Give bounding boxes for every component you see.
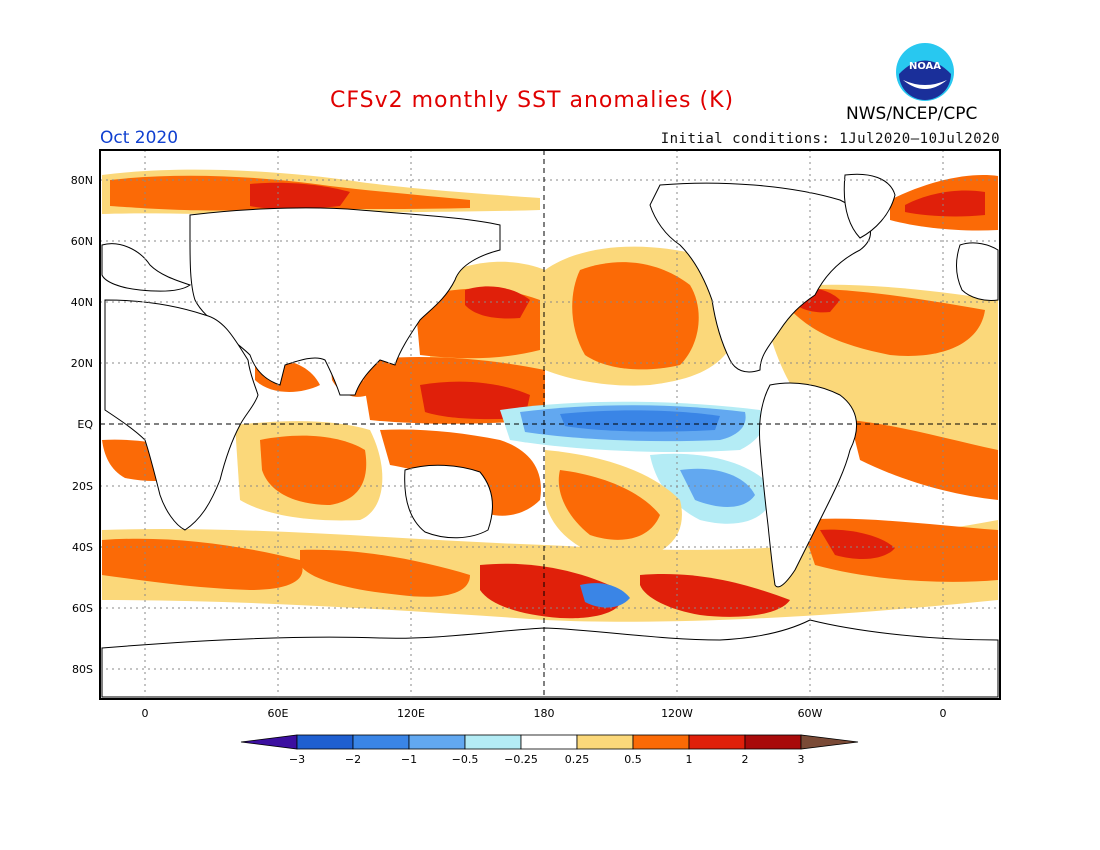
longitude-labels: 0 60E 120E 180 120W 60W 0 <box>142 707 947 720</box>
arctic-red-west <box>250 182 350 209</box>
lat-tick: 80N <box>71 174 93 187</box>
south-atlantic-red <box>820 529 895 560</box>
southern-ocean-orange-w <box>102 538 303 590</box>
tropical-atlantic-orange <box>850 420 998 500</box>
continents <box>101 173 999 698</box>
indian-ocean-orange <box>260 435 367 505</box>
logo-text: NOAA <box>909 61 941 72</box>
colorbar-label: 1 <box>686 753 693 766</box>
antarctica-outline <box>101 619 999 698</box>
equatorial-cold-core <box>560 410 720 432</box>
colorbar-swatch <box>352 734 410 750</box>
south-pacific-orange <box>558 470 660 540</box>
colorbar-swatch <box>744 734 802 750</box>
lon-tick: 120E <box>397 707 425 720</box>
map-frame <box>99 149 1001 700</box>
lat-tick: 20N <box>71 357 93 370</box>
colorbar: −3 −2 −1 −0.5 −0.25 0.25 0.5 1 2 3 <box>240 734 859 766</box>
colorbar-label: 0.25 <box>565 753 590 766</box>
colorbar-low-arrow <box>240 734 298 750</box>
arctic-east-red <box>905 190 985 217</box>
southern-ocean-red-pac <box>480 563 622 619</box>
lat-tick: 20S <box>72 480 93 493</box>
lon-tick: 0 <box>142 707 149 720</box>
noaa-logo-icon: NOAA <box>896 43 954 101</box>
colorbar-label: 3 <box>798 753 805 766</box>
lon-tick: 60W <box>798 707 823 720</box>
europe-east-outline <box>956 242 999 301</box>
lon-tick: 0 <box>940 707 947 720</box>
lat-tick: 80S <box>72 663 93 676</box>
south-america-outline <box>759 382 858 588</box>
lon-tick: 60E <box>268 707 289 720</box>
north-america-outline <box>649 182 871 373</box>
southern-cold-patch <box>580 583 630 608</box>
colorbar-swatch <box>576 734 634 750</box>
map-panel <box>99 149 1001 700</box>
latitude-labels: 80N 60N 40N 20N EQ 20S 40S 60S 80S <box>71 174 94 676</box>
colorbar-label: −0.5 <box>452 753 479 766</box>
chart-title: CFSv2 monthly SST anomalies (K) <box>330 88 735 113</box>
colorbar-swatch <box>632 734 690 750</box>
colorbar-swatch <box>408 734 466 750</box>
graticule <box>100 150 1000 699</box>
anomaly-fields <box>102 169 998 622</box>
colorbar-swatch <box>520 734 578 750</box>
southern-ocean-orange-c <box>300 549 470 597</box>
ne-pacific-orange <box>572 262 699 370</box>
lat-tick: EQ <box>77 418 93 431</box>
colorbar-label: 0.5 <box>624 753 642 766</box>
africa-outline <box>104 299 259 531</box>
colorbar-labels: −3 −2 −1 −0.5 −0.25 0.25 0.5 1 2 3 <box>289 753 805 766</box>
colorbar-swatch <box>296 734 354 750</box>
colorbar-high-arrow <box>800 734 859 750</box>
colorbar-label: −2 <box>345 753 361 766</box>
colorbar-swatch <box>688 734 746 750</box>
greenland-outline <box>843 173 896 239</box>
europe-west-outline <box>101 243 192 292</box>
lat-tick: 40S <box>72 541 93 554</box>
colorbar-label: −0.25 <box>504 753 538 766</box>
lon-tick: 180 <box>534 707 555 720</box>
colorbar-label: −3 <box>289 753 305 766</box>
colorbar-label: 2 <box>742 753 749 766</box>
se-pacific-cold <box>680 468 755 507</box>
colorbar-label: −1 <box>401 753 417 766</box>
agency-label: NWS/NCEP/CPC <box>846 104 978 124</box>
lon-tick: 120W <box>661 707 693 720</box>
lat-tick: 40N <box>71 296 93 309</box>
australia-outline <box>404 464 493 539</box>
lat-tick: 60N <box>71 235 93 248</box>
forecast-month: Oct 2020 <box>100 128 179 148</box>
lat-tick: 60S <box>72 602 93 615</box>
initial-conditions: Initial conditions: 1Jul2020–10Jul2020 <box>660 131 1000 147</box>
colorbar-swatch <box>464 734 522 750</box>
